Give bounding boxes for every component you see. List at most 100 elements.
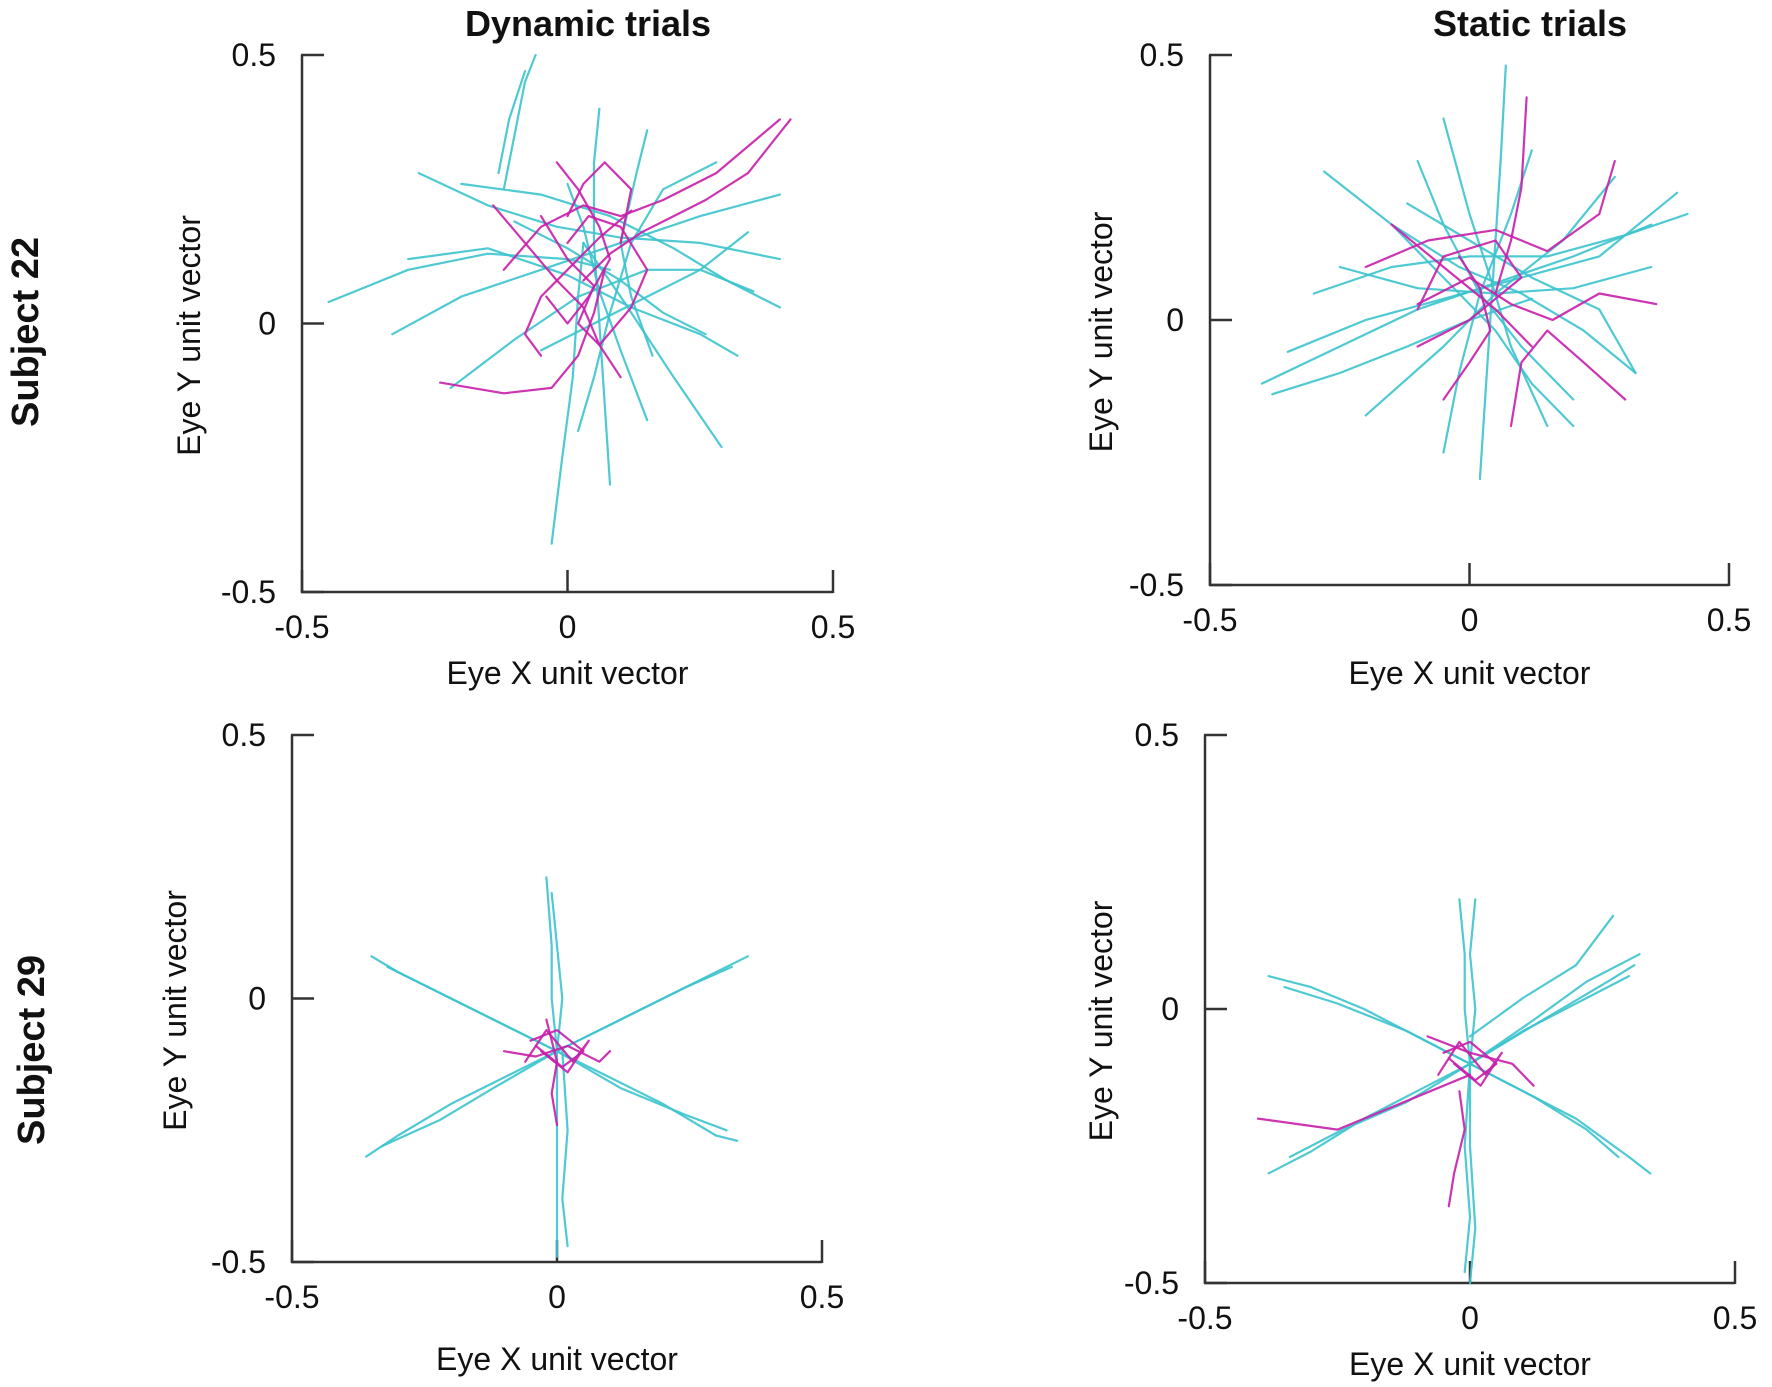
trace-s22-sta-series1-6: [1442, 117, 1549, 428]
trace-s22-dyn-series1-16: [539, 231, 750, 352]
y-tick-label: 0.5: [222, 717, 266, 753]
x-tick-label: -0.5: [264, 1279, 319, 1315]
trace-s22-sta-series1-5: [1406, 202, 1637, 375]
x-tick-label: -0.5: [1177, 1300, 1232, 1336]
x-tick-label: 0.5: [1707, 602, 1751, 638]
y-tick-label: 0: [248, 981, 266, 1017]
trace-s29-dyn-series1-6: [555, 965, 733, 1053]
x-axis-label: Eye X unit vector: [447, 655, 689, 691]
trace-s29-sta-series1-3: [1468, 1062, 1477, 1285]
trace-s22-sta-series2-1: [1364, 159, 1616, 269]
trace-s22-sta-series1-8: [1364, 175, 1616, 417]
trace-s29-dyn-series1-10: [381, 1050, 559, 1148]
x-tick-label: -0.5: [274, 609, 329, 645]
trace-s29-sta-series1-6: [1468, 964, 1636, 1065]
trace-s29-dyn-series1-12: [555, 1050, 728, 1132]
y-tick-label: -0.5: [221, 574, 276, 610]
column-title-static: Static trials: [1433, 3, 1627, 44]
trace-s22-sta-series2-4: [1509, 329, 1627, 428]
trace-s29-dyn-series2-2: [529, 1029, 585, 1069]
x-axis-label: Eye X unit vector: [1349, 655, 1591, 691]
trace-s22-dyn-series1-4: [497, 70, 527, 175]
y-axis-label: Eye Y unit vector: [1083, 900, 1119, 1141]
y-axis-label: Eye Y unit vector: [157, 890, 193, 1131]
x-tick-label: 0: [1461, 602, 1479, 638]
y-tick-label: 0: [1161, 991, 1179, 1027]
trace-s29-dyn-series2-3: [502, 1044, 612, 1063]
trace-s29-sta-series2-4: [1447, 1090, 1466, 1208]
trace-s29-sta-series1-4: [1463, 1062, 1472, 1274]
x-tick-label: 0.5: [1713, 1300, 1757, 1336]
x-tick-label: 0: [559, 609, 577, 645]
trace-s22-sta-series1-13: [1416, 159, 1575, 401]
y-tick-label: 0.5: [1135, 717, 1179, 753]
trace-s22-dyn-series2-8: [566, 161, 633, 244]
trace-s29-sta-series2-3: [1442, 1040, 1498, 1082]
x-axis-label: Eye X unit vector: [1349, 1346, 1591, 1382]
y-tick-label: -0.5: [1129, 567, 1184, 603]
trace-s22-dyn-series2-5: [545, 161, 612, 325]
panel-subject29-static: 0.5 0 -0.5-0.5 0 0.5 Eye X unit vector Eye Y u…: [1083, 717, 1757, 1382]
y-tick-label: 0: [1166, 302, 1184, 338]
trace-s22-sta-series2-7: [1390, 223, 1533, 348]
y-tick-label: -0.5: [1124, 1265, 1179, 1301]
y-tick-label: 0.5: [1140, 37, 1184, 73]
trace-s29-dyn-series2-4: [545, 1018, 559, 1127]
trace-s22-dyn-series2-1: [439, 268, 606, 395]
trace-s29-dyn-series1-2: [550, 892, 564, 1053]
trace-s22-sta-series1-2: [1286, 191, 1679, 353]
trace-s22-dyn-series1-15: [513, 220, 707, 336]
row-label-subject-29: Subject 29: [11, 955, 53, 1145]
panel-subject29-dynamic: 0.5 0 -0.5-0.5 0 0.5 Eye X unit vector Eye Y u…: [157, 717, 844, 1377]
trace-s29-sta-series1-11: [1288, 1062, 1472, 1159]
trace-s22-sta-series1-10: [1390, 223, 1575, 428]
trace-s29-dyn-series1-8: [386, 965, 559, 1053]
trace-s22-dyn-series1-9: [417, 172, 781, 261]
trace-s29-sta-series1-7: [1468, 953, 1641, 1065]
trace-s22-dyn-series1-3: [502, 53, 537, 191]
trace-s22-dyn-series2-7: [523, 209, 633, 357]
panel-subject22-dynamic: 0.5 0 -0.5-0.5 0 0.5 Eye X unit vector Eye Y u…: [171, 37, 855, 691]
x-tick-label: 0.5: [811, 609, 855, 645]
trace-s22-dyn-series1-5: [550, 241, 585, 545]
y-axis-label: Eye Y unit vector: [1083, 211, 1119, 452]
trace-s22-dyn-series2-3: [539, 215, 649, 347]
y-tick-label: 0.5: [232, 37, 276, 73]
trace-s22-sta-series1-3: [1323, 170, 1637, 375]
x-tick-label: 0: [548, 1279, 566, 1315]
trace-s22-dyn-series1-11: [449, 268, 755, 389]
trace-s22-sta-series2-6: [1442, 255, 1492, 401]
trace-s22-sta-series2-5: [1494, 96, 1528, 295]
x-tick-label: 0.5: [800, 1279, 844, 1315]
trace-s29-sta-series1-1: [1458, 898, 1472, 1065]
trace-s29-sta-series1-9: [1283, 986, 1472, 1065]
trace-s29-sta-series1-8: [1267, 975, 1472, 1065]
trace-s22-sta-series1-1: [1271, 297, 1533, 396]
panel-subject22-static: 0.5 0 -0.5-0.5 0 0.5 Eye X unit vector Eye Y u…: [1083, 37, 1751, 691]
trace-s29-sta-series1-13: [1468, 1062, 1620, 1159]
row-label-subject-22: Subject 22: [5, 237, 47, 427]
trace-s29-sta-series2-1: [1256, 1073, 1472, 1131]
column-title-dynamic: Dynamic trials: [465, 3, 711, 44]
trace-s22-dyn-series2-2: [502, 118, 781, 271]
x-axis-label: Eye X unit vector: [436, 1341, 678, 1377]
x-tick-label: 0: [1461, 1300, 1479, 1336]
trace-s22-dyn-series2-6: [492, 204, 622, 379]
trace-s22-sta-series1-4: [1478, 64, 1507, 481]
trace-s29-dyn-series1-11: [555, 1050, 739, 1142]
trace-s22-dyn-series2-4: [582, 118, 792, 282]
y-tick-label: -0.5: [211, 1244, 266, 1280]
trace-s29-sta-series1-2: [1468, 898, 1477, 1065]
trace-s22-dyn-series1-12: [577, 161, 718, 432]
trace-s29-sta-series2-5: [1426, 1035, 1535, 1087]
trace-s22-sta-series2-3: [1416, 239, 1523, 348]
trace-s29-dyn-series1-4: [561, 1050, 569, 1248]
trace-s22-sta-series2-2: [1416, 276, 1658, 322]
y-axis-label: Eye Y unit vector: [171, 215, 207, 456]
y-tick-label: 0: [258, 306, 276, 342]
x-tick-label: -0.5: [1182, 602, 1237, 638]
trace-s22-sta-series1-11: [1260, 223, 1653, 385]
trace-s29-dyn-series1-1: [545, 876, 559, 1053]
trace-s22-sta-series1-7: [1338, 265, 1653, 295]
